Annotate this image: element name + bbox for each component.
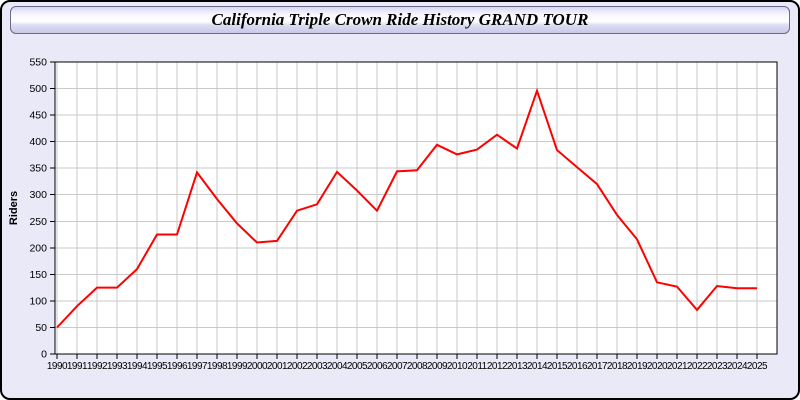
x-axis-tick-label: 2009 (427, 361, 448, 372)
y-axis-tick-label: 300 (29, 189, 47, 201)
x-axis-tick-label: 2010 (447, 361, 468, 372)
riders-line-series (56, 87, 757, 329)
plot-area (55, 62, 777, 354)
plot-frame (54, 61, 778, 355)
x-axis-tick-label: 2023 (707, 361, 728, 372)
y-axis-title: Riders (8, 191, 20, 225)
y-axis-tick-label: 500 (29, 83, 47, 95)
x-axis-tick-label: 2000 (247, 361, 268, 372)
x-axis-tick-label: 1995 (147, 361, 168, 372)
x-axis-tick-label: 2019 (627, 361, 648, 372)
title-bar: California Triple Crown Ride History GRA… (10, 6, 790, 34)
y-axis-tick-label: 0 (41, 349, 47, 361)
x-axis-tick-label: 2001 (267, 361, 288, 372)
y-axis-tick-label: 250 (29, 216, 47, 228)
x-axis-tick-label: 1992 (87, 361, 108, 372)
y-axis-tick-label: 400 (29, 136, 47, 148)
x-axis-tick-label: 1993 (107, 361, 128, 372)
x-axis-tick-label: 2025 (747, 361, 768, 372)
y-axis-tick-label: 50 (35, 322, 47, 334)
x-axis-tick-label: 2004 (327, 361, 348, 372)
x-axis-tick-label: 1996 (167, 361, 188, 372)
y-axis-tick-label: 200 (29, 242, 47, 254)
x-axis-tick-label: 2022 (687, 361, 708, 372)
x-axis-tick-label: 1998 (207, 361, 228, 372)
x-axis-tick-label: 2011 (467, 361, 487, 372)
x-axis-tick-label: 2013 (507, 361, 528, 372)
x-axis-tick-label: 1997 (187, 361, 208, 372)
x-axis-tick-label: 2007 (387, 361, 408, 372)
x-axis-tick-label: 2015 (547, 361, 568, 372)
x-axis-tick-label: 1994 (127, 361, 148, 372)
x-axis-tick-label: 2003 (307, 361, 328, 372)
y-axis-tick-label: 550 (29, 57, 47, 69)
x-axis-tick-label: 2021 (667, 361, 688, 372)
y-axis-tick-label: 100 (29, 295, 47, 307)
x-axis-tick-label: 2002 (287, 361, 308, 372)
x-axis-tick-label: 2014 (527, 361, 548, 372)
x-axis-tick-label: 2018 (607, 361, 628, 372)
x-axis-tick-label: 2012 (487, 361, 508, 372)
x-axis-tick-label: 2020 (647, 361, 668, 372)
x-axis-tick-label: 2006 (367, 361, 388, 372)
x-axis-tick-label: 1991 (67, 361, 88, 372)
y-axis-tick-label: 350 (29, 163, 47, 175)
x-axis-tick-label: 2017 (587, 361, 608, 372)
x-axis-tick-label: 2008 (407, 361, 428, 372)
x-axis-tick-label: 2016 (567, 361, 588, 372)
x-axis-tick-label: 1999 (227, 361, 248, 372)
y-axis-tick-label: 450 (29, 110, 47, 122)
x-axis-tick-label: 2024 (727, 361, 748, 372)
page-title: California Triple Crown Ride History GRA… (211, 10, 589, 29)
x-axis-tick-label: 1990 (47, 361, 68, 372)
y-axis-tick-label: 150 (29, 269, 47, 281)
x-axis-tick-label: 2005 (347, 361, 368, 372)
